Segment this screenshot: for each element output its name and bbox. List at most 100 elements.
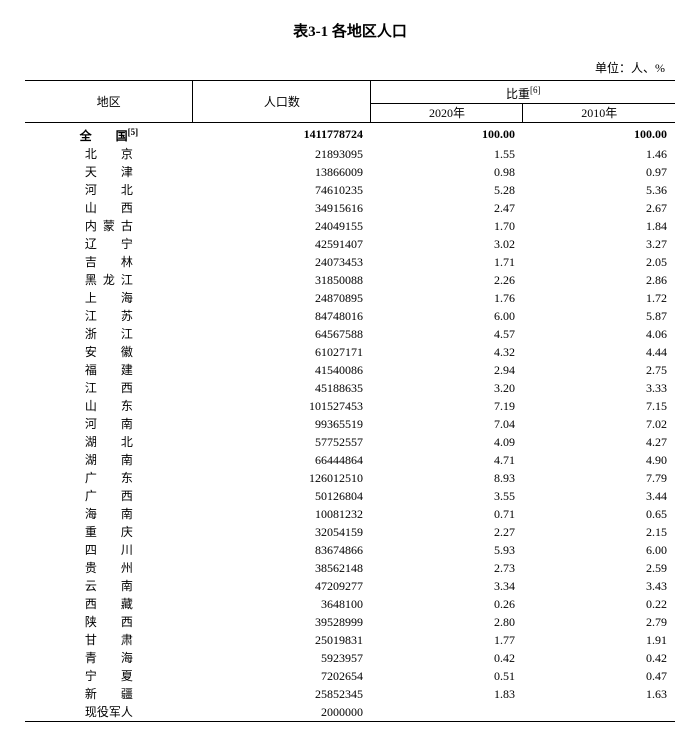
weight-2020-cell: 0.71: [371, 505, 523, 523]
weight-2020-cell: 1.55: [371, 145, 523, 163]
weight-2020-cell: 2.26: [371, 271, 523, 289]
table-title: 表3-1 各地区人口: [25, 20, 675, 41]
region-cell: 山 东: [25, 397, 193, 415]
weight-2020-cell: 0.51: [371, 667, 523, 685]
weight-2010-cell: 2.05: [523, 253, 675, 271]
population-cell: 42591407: [193, 235, 371, 253]
weight-2010-cell: 2.59: [523, 559, 675, 577]
col-2010: 2010年: [523, 104, 675, 123]
weight-2020-cell: 4.32: [371, 343, 523, 361]
table-row: 黑龙江318500882.262.86: [25, 271, 675, 289]
table-row: 浙 江645675884.574.06: [25, 325, 675, 343]
unit-label: 单位：人、%: [25, 59, 675, 76]
population-cell: 13866009: [193, 163, 371, 181]
region-cell: 甘 肃: [25, 631, 193, 649]
region-cell: 山 西: [25, 199, 193, 217]
table-row: 广 西501268043.553.44: [25, 487, 675, 505]
weight-2020-cell: 5.93: [371, 541, 523, 559]
weight-2010-cell: 7.79: [523, 469, 675, 487]
weight-label: 比重: [506, 87, 530, 101]
weight-2010-cell: 100.00: [523, 123, 675, 146]
region-cell: 北 京: [25, 145, 193, 163]
col-weight: 比重[6]: [371, 81, 675, 104]
population-cell: 3648100: [193, 595, 371, 613]
weight-2020-cell: 7.04: [371, 415, 523, 433]
region-cell: 内蒙古: [25, 217, 193, 235]
weight-2010-cell: 5.36: [523, 181, 675, 199]
population-cell: 21893095: [193, 145, 371, 163]
table-body: 全 国[5]1411778724100.00100.00北 京218930951…: [25, 123, 675, 722]
region-cell: 青 海: [25, 649, 193, 667]
region-cell: 上 海: [25, 289, 193, 307]
region-cell: 湖 北: [25, 433, 193, 451]
region-cell: 西 藏: [25, 595, 193, 613]
region-cell: 黑龙江: [25, 271, 193, 289]
table-row: 全 国[5]1411778724100.00100.00: [25, 123, 675, 146]
weight-2020-cell: 3.02: [371, 235, 523, 253]
table-row: 四 川836748665.936.00: [25, 541, 675, 559]
weight-2020-cell: 2.80: [371, 613, 523, 631]
weight-2010-cell: 3.43: [523, 577, 675, 595]
weight-2020-cell: 2.73: [371, 559, 523, 577]
region-cell: 浙 江: [25, 325, 193, 343]
population-cell: 83674866: [193, 541, 371, 559]
weight-2020-cell: 4.09: [371, 433, 523, 451]
population-cell: 47209277: [193, 577, 371, 595]
population-cell: 5923957: [193, 649, 371, 667]
region-cell: 贵 州: [25, 559, 193, 577]
region-cell: 全 国[5]: [25, 123, 193, 146]
weight-2010-cell: 4.44: [523, 343, 675, 361]
weight-2020-cell: 100.00: [371, 123, 523, 146]
region-cell: 广 东: [25, 469, 193, 487]
weight-2010-cell: 1.91: [523, 631, 675, 649]
table-row: 上 海248708951.761.72: [25, 289, 675, 307]
population-cell: 64567588: [193, 325, 371, 343]
table-row: 贵 州385621482.732.59: [25, 559, 675, 577]
weight-2010-cell: 1.63: [523, 685, 675, 703]
table-row: 山 东1015274537.197.15: [25, 397, 675, 415]
population-cell: 39528999: [193, 613, 371, 631]
region-cell: 福 建: [25, 361, 193, 379]
population-cell: 99365519: [193, 415, 371, 433]
population-cell: 38562148: [193, 559, 371, 577]
table-row: 陕 西395289992.802.79: [25, 613, 675, 631]
weight-2010-cell: 4.06: [523, 325, 675, 343]
weight-2010-cell: 7.15: [523, 397, 675, 415]
population-cell: 2000000: [193, 703, 371, 722]
population-cell: 24073453: [193, 253, 371, 271]
region-cell: 河 北: [25, 181, 193, 199]
population-cell: 31850088: [193, 271, 371, 289]
region-cell: 江 西: [25, 379, 193, 397]
table-row: 新 疆258523451.831.63: [25, 685, 675, 703]
weight-2020-cell: 8.93: [371, 469, 523, 487]
weight-2010-cell: 2.75: [523, 361, 675, 379]
region-cell: 天 津: [25, 163, 193, 181]
region-cell: 宁 夏: [25, 667, 193, 685]
col-population: 人口数: [193, 81, 371, 123]
table-row: 江 苏847480166.005.87: [25, 307, 675, 325]
weight-2010-cell: 5.87: [523, 307, 675, 325]
weight-2020-cell: 1.71: [371, 253, 523, 271]
weight-2020-cell: 2.27: [371, 523, 523, 541]
region-cell: 安 徽: [25, 343, 193, 361]
weight-2020-cell: 7.19: [371, 397, 523, 415]
table-row: 甘 肃250198311.771.91: [25, 631, 675, 649]
weight-footnote: [6]: [530, 85, 541, 95]
region-cell: 江 苏: [25, 307, 193, 325]
region-cell: 重 庆: [25, 523, 193, 541]
weight-2010-cell: 0.47: [523, 667, 675, 685]
population-cell: 66444864: [193, 451, 371, 469]
weight-2010-cell: 2.15: [523, 523, 675, 541]
region-cell: 陕 西: [25, 613, 193, 631]
region-cell: 海 南: [25, 505, 193, 523]
weight-2010-cell: 6.00: [523, 541, 675, 559]
population-cell: 50126804: [193, 487, 371, 505]
weight-2020-cell: 3.20: [371, 379, 523, 397]
population-cell: 126012510: [193, 469, 371, 487]
weight-2010-cell: 1.46: [523, 145, 675, 163]
col-region: 地区: [25, 81, 193, 123]
weight-2010-cell: 2.67: [523, 199, 675, 217]
weight-2010-cell: 0.42: [523, 649, 675, 667]
table-row: 湖 北577525574.094.27: [25, 433, 675, 451]
weight-2010-cell: 2.79: [523, 613, 675, 631]
